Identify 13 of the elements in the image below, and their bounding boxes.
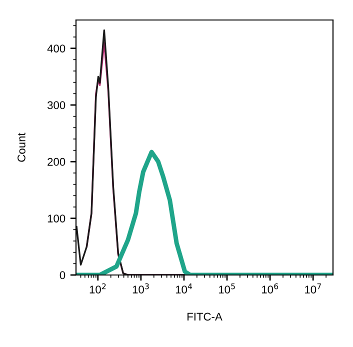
y-axis-title: Count	[18, 132, 26, 162]
x-tick-label: 10$^{7}$	[305, 283, 321, 294]
y-tick-label: 300	[47, 101, 66, 110]
x-axis-title: FITC-A	[188, 312, 222, 321]
x-tick-label: 10$^{3}$	[132, 283, 149, 294]
x-tick-label: 10$^{4}$	[176, 283, 192, 294]
y-tick-label: 200	[48, 158, 66, 166]
y-tick-label: 0	[60, 271, 66, 280]
x-tick-label: 10$^{2}$	[90, 283, 106, 294]
y-tick-label: 400	[47, 44, 66, 52]
x-tick-label: 10$^{6}$	[262, 283, 278, 294]
y-tick-label: 100	[48, 214, 66, 222]
x-tick-label: 10$^{5}$	[218, 283, 235, 294]
